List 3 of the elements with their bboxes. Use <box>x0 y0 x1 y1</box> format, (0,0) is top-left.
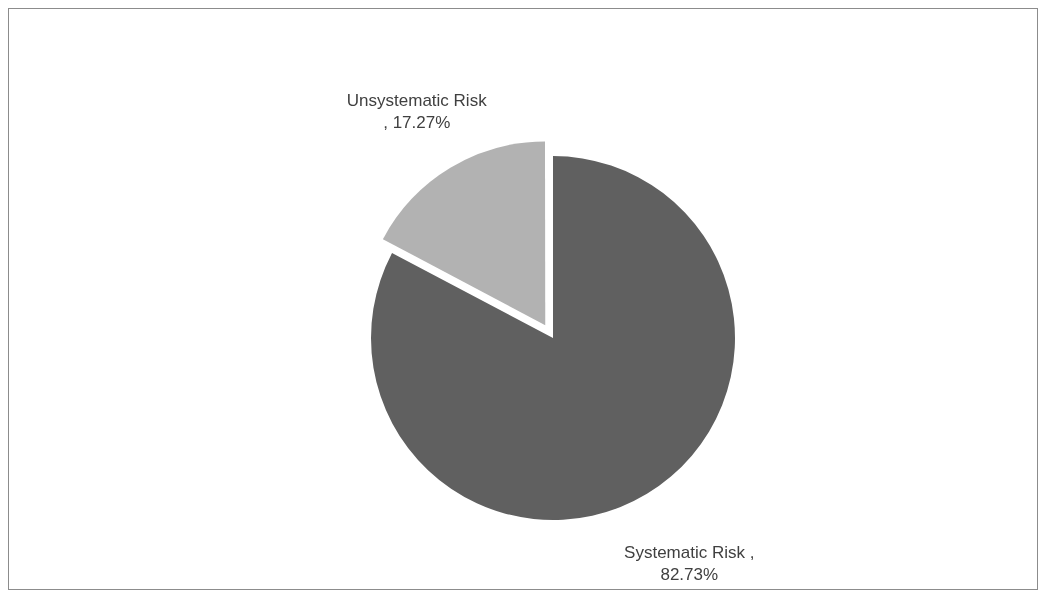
slice-label: Systematic Risk , 82.73% <box>624 542 755 584</box>
data-label: , 17.27% <box>383 112 451 132</box>
slice-label: Unsystematic Risk <box>346 90 488 110</box>
